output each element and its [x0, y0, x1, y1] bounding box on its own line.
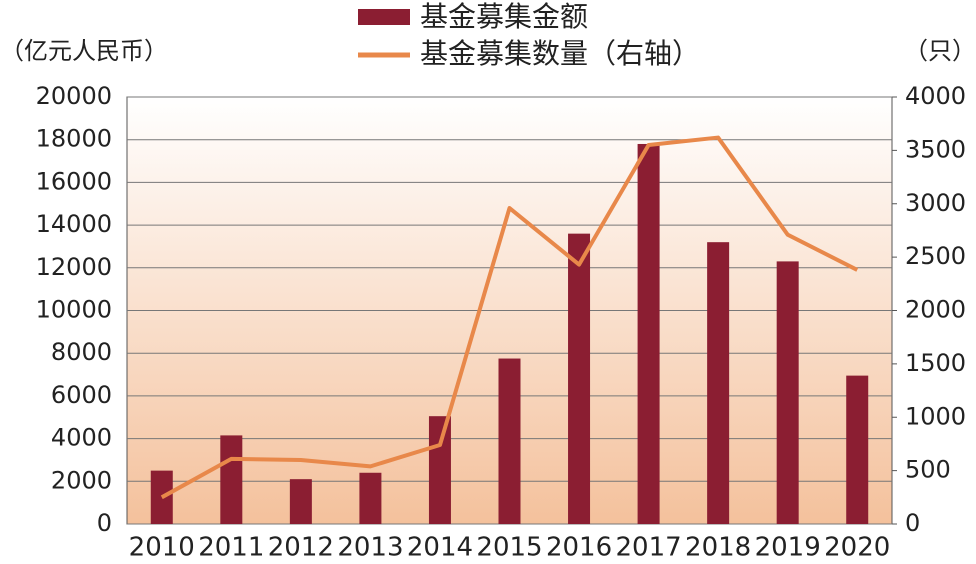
y-tick-label: 8000	[51, 338, 112, 366]
y2-tick-label: 3500	[905, 135, 966, 163]
bar	[707, 242, 730, 524]
x-tick-label: 2018	[685, 533, 751, 561]
bar	[776, 261, 799, 524]
x-tick-label: 2016	[546, 533, 612, 561]
y-tick-label: 4000	[51, 424, 112, 452]
legend-label: 基金募集数量（右轴）	[420, 37, 700, 70]
bar	[289, 479, 312, 524]
y-tick-label: 12000	[36, 253, 112, 281]
bar	[428, 416, 451, 524]
bar	[637, 143, 660, 524]
x-tick-label: 2019	[755, 533, 821, 561]
y2-tick-label: 3000	[905, 189, 966, 217]
y2-tick-label: 500	[905, 456, 951, 484]
legend-swatch-bar	[358, 9, 410, 25]
y-axis-title: （亿元人民币）	[0, 37, 168, 65]
bar	[846, 375, 869, 524]
y2-tick-label: 0	[905, 509, 920, 537]
y2-tick-label: 4000	[905, 82, 966, 110]
bar	[220, 435, 243, 524]
bar	[568, 233, 591, 524]
y-tick-label: 18000	[36, 125, 112, 153]
y2-tick-label: 2000	[905, 296, 966, 324]
x-tick-label: 2020	[824, 533, 890, 561]
y-tick-label: 14000	[36, 210, 112, 238]
y2-tick-label: 1500	[905, 349, 966, 377]
x-tick-label: 2011	[198, 533, 264, 561]
x-tick-label: 2014	[407, 533, 473, 561]
y2-tick-label: 1000	[905, 402, 966, 430]
y2-axis-title: （只）	[904, 37, 976, 65]
y-tick-label: 0	[97, 509, 112, 537]
y-tick-label: 10000	[36, 296, 112, 324]
x-tick-label: 2010	[129, 533, 195, 561]
x-tick-label: 2017	[616, 533, 682, 561]
x-tick-label: 2015	[476, 533, 542, 561]
bar	[498, 358, 521, 524]
y-tick-label: 20000	[36, 82, 112, 110]
legend-label: 基金募集金额	[420, 0, 588, 33]
y-tick-label: 2000	[51, 466, 112, 494]
y2-tick-label: 2500	[905, 242, 966, 270]
y-tick-label: 6000	[51, 381, 112, 409]
bar	[359, 472, 382, 524]
x-tick-label: 2013	[337, 533, 403, 561]
y-tick-label: 16000	[36, 167, 112, 195]
x-tick-label: 2012	[268, 533, 334, 561]
line	[160, 135, 859, 500]
